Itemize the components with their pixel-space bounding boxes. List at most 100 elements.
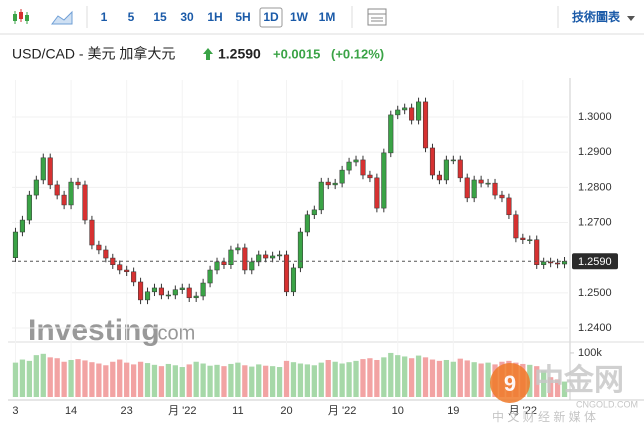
logo-circle [490,363,530,403]
volume-bar [165,363,172,397]
candle-body [478,179,484,184]
candle-body [527,239,533,242]
candle-body [450,159,456,162]
x-tick-label: 11 [232,405,243,417]
volume-bar [547,377,554,397]
candle-body [235,247,241,251]
volume-bar [478,363,484,397]
candle-body [151,287,158,293]
volume-bar [172,365,178,397]
volume-bar [47,357,53,397]
volume-bar [471,362,477,397]
candle-body [40,157,46,181]
volume-bar [395,355,401,397]
candle-body [263,254,269,259]
volume-bar [485,362,491,397]
volume-bar [457,358,463,397]
candle-body [193,295,199,299]
volume-bar [290,362,297,397]
volume-bar [124,362,130,397]
last-price-box [572,253,618,270]
candle-body [506,197,512,216]
candle-body [436,174,442,181]
volume-bar [117,359,123,397]
candle-body [422,101,429,149]
candle-body [277,254,283,257]
volume-bar [235,362,241,397]
volume-bar [443,359,450,397]
interval-button[interactable]: 1D [263,10,279,24]
candle-body [520,237,526,241]
interval-button[interactable]: 1W [290,10,309,24]
candle-body [221,261,227,265]
volume-bar [256,364,262,397]
volume-bar [325,359,331,397]
selected-interval-box [259,7,283,28]
candle-body [131,271,137,283]
y-tick-label: 1.3000 [578,111,612,123]
volume-bar [221,366,227,397]
candle-body [124,269,130,273]
site-url-watermark: CNGOLD.COM [576,399,638,409]
candle-body [103,249,109,259]
interval-button[interactable]: 1 [101,10,108,24]
interval-button[interactable]: 5 [128,10,135,24]
volume-bar [33,355,39,397]
candle-body [485,182,491,185]
volume-bar [214,364,220,397]
candle-body [409,107,415,121]
x-tick-label: 23 [121,405,133,417]
interval-button[interactable]: 30 [180,10,194,24]
volume-bar [422,357,429,397]
interval-button[interactable]: 15 [153,10,167,24]
volume-bar [464,360,470,397]
candle-body [200,282,206,297]
candle-body [416,101,422,121]
pair-name: USD/CAD - 美元 加拿大元 [12,46,175,62]
change: +0.0015 [273,46,320,61]
candle-body [471,179,477,199]
candle-body [179,287,185,290]
volume-bar [339,363,345,397]
candle-body [75,181,81,186]
volume-bar [263,365,269,397]
interval-button[interactable]: 5H [235,10,250,24]
candle-body [47,157,53,186]
chart-menu[interactable]: 技術圖表 [572,9,621,24]
toolbar-bg [0,0,644,34]
volume-bar [353,360,359,397]
candle-body [12,231,19,258]
candle-body [318,181,324,211]
candle-body [228,249,234,265]
x-tick-label: 3 [12,405,18,417]
candle-body [68,181,74,206]
volume-bar [276,367,283,397]
candle-icon[interactable] [13,9,29,24]
candle-body [61,194,67,206]
menu-caret[interactable] [627,16,635,21]
candle-body [138,281,144,301]
area-icon[interactable] [51,10,73,25]
volume-bar [144,363,151,397]
interval-button[interactable]: 1H [207,10,222,24]
change-pct: (+0.12%) [331,46,384,61]
volume-bar [388,352,394,397]
candle-body [186,287,192,299]
interval-button[interactable]: 1M [319,10,336,24]
volume-bar [367,358,373,397]
x-tick-label: 10 [392,405,404,417]
y-tick-label: 1.2400 [578,322,612,334]
table-icon[interactable] [367,8,387,26]
candle-body [19,219,25,233]
y-tick-label: 1.2900 [578,146,612,158]
candle-body [96,244,102,251]
volume-bar [61,361,67,397]
candle-body [443,159,449,181]
volume-bar [436,360,443,397]
candle-body [346,161,352,171]
toolbar: 技術圖表 1 5 15 30 1H 5H 1D 1W 1M [0,0,644,35]
candle-body [207,269,213,284]
candle-body [457,159,463,179]
candle-body [117,264,123,271]
